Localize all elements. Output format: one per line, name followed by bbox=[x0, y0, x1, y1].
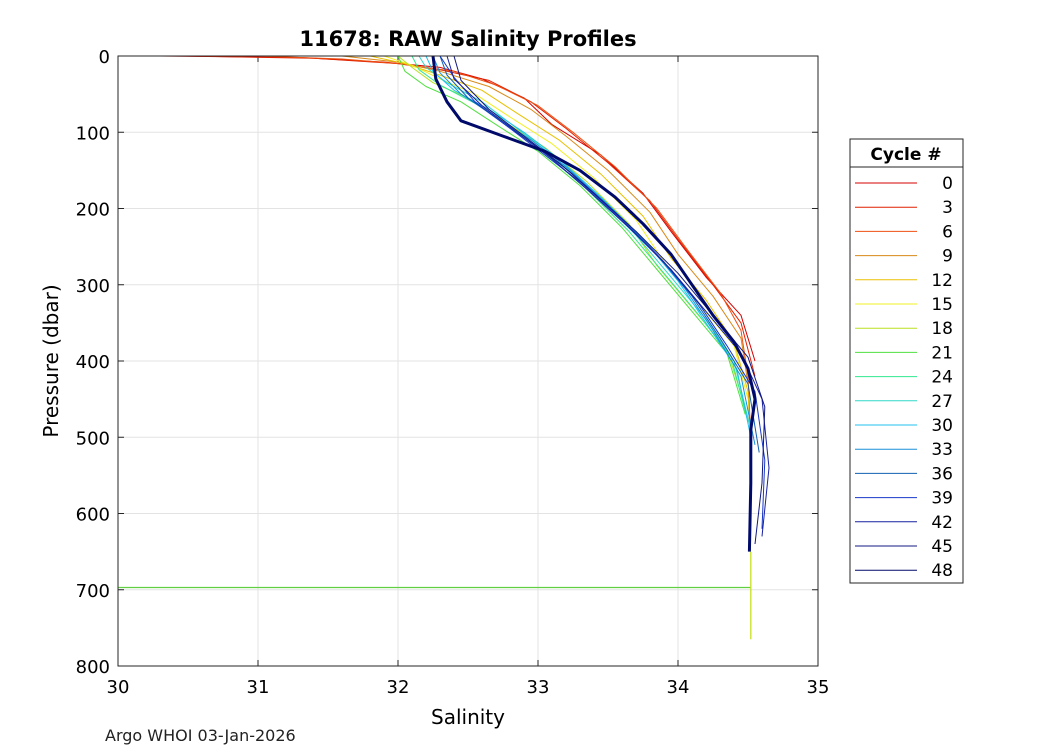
legend-entry: 39 bbox=[855, 489, 953, 509]
series-line-cycle-9 bbox=[341, 55, 749, 384]
legend-label: 24 bbox=[931, 368, 953, 388]
legend-label: 30 bbox=[931, 416, 953, 436]
series-layer bbox=[118, 55, 770, 640]
legend-entry: 6 bbox=[855, 222, 953, 242]
y-tick-label: 500 bbox=[76, 428, 110, 449]
legend-box bbox=[849, 138, 964, 584]
x-tick-label: 35 bbox=[807, 677, 830, 698]
series-line-cycle-48 bbox=[431, 55, 757, 552]
legend-entry: 3 bbox=[855, 198, 953, 218]
legend-entry: 24 bbox=[855, 368, 953, 388]
legend-entry: 30 bbox=[855, 416, 953, 436]
x-tick-label: 34 bbox=[667, 677, 690, 698]
legend-label: 27 bbox=[931, 392, 953, 412]
y-tick-label: 400 bbox=[76, 352, 110, 373]
y-tick-label: 800 bbox=[76, 657, 110, 678]
legend-label: 21 bbox=[931, 343, 953, 363]
legend-label: 18 bbox=[931, 319, 953, 339]
x-tick-label: 31 bbox=[247, 677, 270, 698]
legend-label: 36 bbox=[931, 464, 953, 484]
footer-credit: Argo WHOI 03-Jan-2026 bbox=[105, 726, 296, 745]
legend-entry: 42 bbox=[855, 513, 953, 533]
legend-entry: 45 bbox=[855, 537, 953, 557]
legend-label: 0 bbox=[942, 174, 953, 194]
x-tick-label: 33 bbox=[527, 677, 550, 698]
axis-ticks: 30 31 32 33 34 35 0 100 200 300 400 500 600 700 800 bbox=[76, 47, 830, 698]
plot-frame bbox=[117, 55, 819, 667]
legend-label: 12 bbox=[931, 271, 953, 291]
y-axis-label: Pressure (dbar) bbox=[39, 284, 63, 437]
legend-entry: 48 bbox=[855, 561, 953, 581]
legend-title: Cycle # bbox=[870, 145, 941, 165]
series-line-cycle-33 bbox=[432, 55, 756, 445]
y-tick-label: 0 bbox=[99, 47, 110, 68]
y-tick-label: 200 bbox=[76, 200, 110, 221]
x-tick-label: 32 bbox=[387, 677, 410, 698]
series-line-cycle-45 bbox=[453, 55, 766, 545]
chart-title: 11678: RAW Salinity Profiles bbox=[299, 27, 636, 51]
grid bbox=[118, 56, 818, 666]
y-tick-label: 600 bbox=[76, 505, 110, 526]
series-line-cycle-30 bbox=[425, 55, 752, 438]
y-tick-label: 700 bbox=[76, 581, 110, 602]
legend-label: 42 bbox=[931, 513, 953, 533]
y-tick-label: 300 bbox=[76, 276, 110, 297]
legend-entry: 33 bbox=[855, 440, 953, 460]
legend-label: 33 bbox=[931, 440, 953, 460]
legend-entry: 9 bbox=[855, 247, 953, 267]
legend-entry: 15 bbox=[855, 295, 953, 315]
x-tick-label: 30 bbox=[107, 677, 130, 698]
legend-entry: 0 bbox=[855, 174, 953, 194]
legend-label: 9 bbox=[942, 247, 953, 267]
series-line-cycle-21 bbox=[397, 55, 746, 415]
x-axis-label: Salinity bbox=[431, 705, 505, 729]
legend-label: 39 bbox=[931, 489, 953, 509]
legend-label: 45 bbox=[931, 537, 953, 557]
y-tick-label: 100 bbox=[76, 123, 110, 144]
legend-entry: 27 bbox=[855, 392, 953, 412]
legend-entry: 21 bbox=[855, 343, 953, 363]
legend-label: 6 bbox=[942, 222, 953, 242]
series-line-cycle-39 bbox=[439, 55, 766, 529]
legend-label: 48 bbox=[931, 561, 953, 581]
legend-entry: 36 bbox=[855, 464, 953, 484]
legend-label: 3 bbox=[942, 198, 953, 218]
legend-entry: 18 bbox=[855, 319, 953, 339]
legend-label: 15 bbox=[931, 295, 953, 315]
legend-entry: 12 bbox=[855, 271, 953, 291]
